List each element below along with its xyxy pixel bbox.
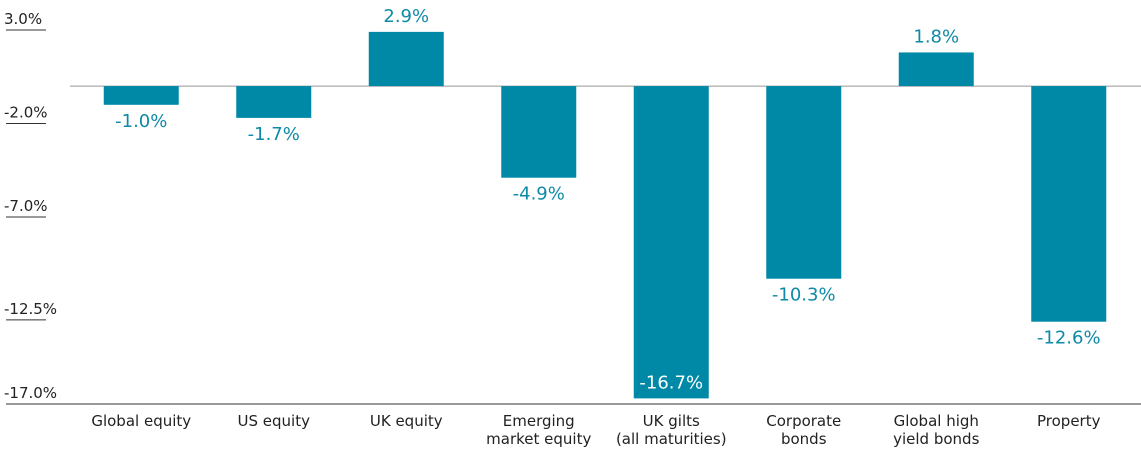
y-tick-label: -7.0% <box>4 197 48 215</box>
x-tick-label: Global high yield bonds <box>893 412 980 448</box>
value-label: -1.0% <box>115 111 167 132</box>
x-tick-label: US equity <box>237 412 310 430</box>
x-tick-label: Corporate bonds <box>766 412 842 448</box>
value-label: -16.7% <box>639 372 703 393</box>
x-tick-label: Property <box>1037 412 1101 430</box>
bar <box>236 86 312 118</box>
value-label: -12.6% <box>1037 328 1101 349</box>
y-tick-label: -2.0% <box>4 104 48 122</box>
value-label: -10.3% <box>772 285 836 306</box>
bar <box>766 86 842 279</box>
bar <box>898 52 974 87</box>
bar <box>633 86 709 399</box>
value-label: 1.8% <box>913 26 959 47</box>
y-tick-label: -17.0% <box>4 384 57 402</box>
bar <box>501 86 577 178</box>
x-tick-label: UK equity <box>369 412 443 430</box>
bar <box>1031 86 1107 322</box>
value-label: -4.9% <box>513 184 565 205</box>
value-label: 2.9% <box>383 6 429 27</box>
x-tick-label: UK gilts (all maturities) <box>615 412 727 448</box>
x-tick-label: Global equity <box>91 412 192 430</box>
value-label: -1.7% <box>248 124 300 145</box>
bar <box>103 86 179 105</box>
bar <box>368 31 444 87</box>
y-tick-label: 3.0% <box>4 10 42 28</box>
y-tick-label: -12.5% <box>4 300 57 318</box>
x-tick-label: Emerging market equity <box>486 412 592 448</box>
